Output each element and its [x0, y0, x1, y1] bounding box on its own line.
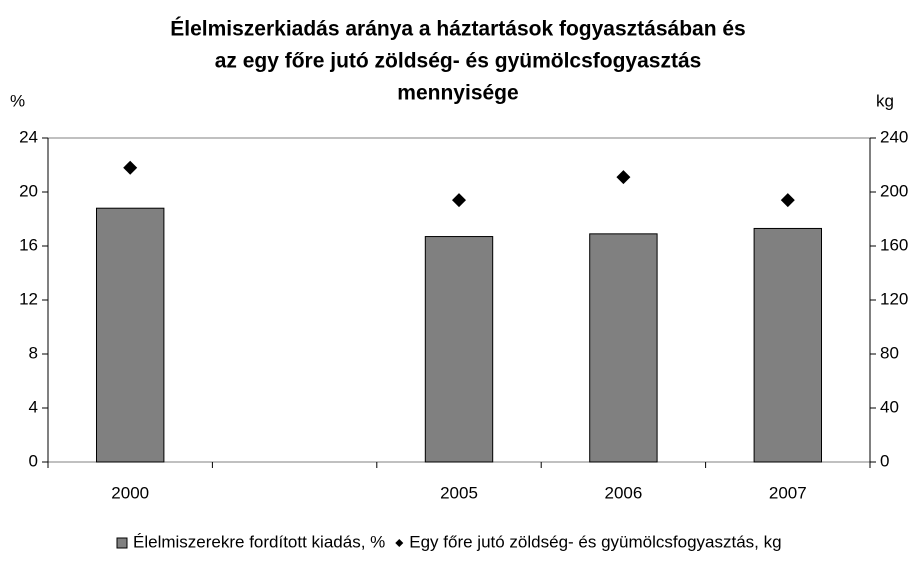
y-tick-label: 24: [19, 127, 38, 146]
bar: [95, 207, 165, 463]
y2-tick-label: 160: [880, 235, 908, 254]
legend-swatch: [116, 537, 128, 549]
x-tick-label: 2007: [769, 483, 807, 502]
x-tick-label: 2005: [440, 483, 478, 502]
bar: [589, 233, 658, 463]
x-tick-label: 2000: [111, 483, 149, 502]
x-tick-label: 2006: [604, 483, 642, 502]
y-tick-label: 4: [29, 397, 38, 416]
y-tick-label: 0: [29, 451, 38, 470]
marker: [616, 170, 631, 185]
y2-tick-label: 240: [880, 127, 908, 146]
marker: [780, 193, 795, 208]
chart-title: az egy főre jutó zöldség- és gyümölcsfog…: [215, 50, 702, 73]
y-axis-label: %: [10, 91, 25, 110]
y-tick-label: 8: [29, 343, 38, 362]
y2-tick-label: 200: [880, 181, 908, 200]
y-tick-label: 16: [19, 235, 38, 254]
legend-swatch: [395, 539, 404, 547]
y-tick-label: 12: [19, 289, 38, 308]
y2-axis-label: kg: [876, 91, 894, 110]
legend-label: Élelmiszerekre fordított kiadás, %: [133, 532, 385, 551]
marker: [123, 160, 138, 175]
legend-label: Egy főre jutó zöldség- és gyümölcsfogyas…: [409, 532, 781, 551]
chart-title: mennyisége: [397, 82, 518, 105]
bar: [424, 236, 494, 463]
y2-tick-label: 80: [880, 343, 899, 362]
y-tick-label: 20: [19, 181, 38, 200]
y2-tick-label: 120: [880, 289, 908, 308]
bar: [753, 227, 823, 463]
y2-tick-label: 40: [880, 397, 899, 416]
marker: [452, 193, 466, 208]
y2-tick-label: 0: [880, 451, 889, 470]
chart-title: Élelmiszerkiadás aránya a háztartások fo…: [170, 18, 745, 41]
